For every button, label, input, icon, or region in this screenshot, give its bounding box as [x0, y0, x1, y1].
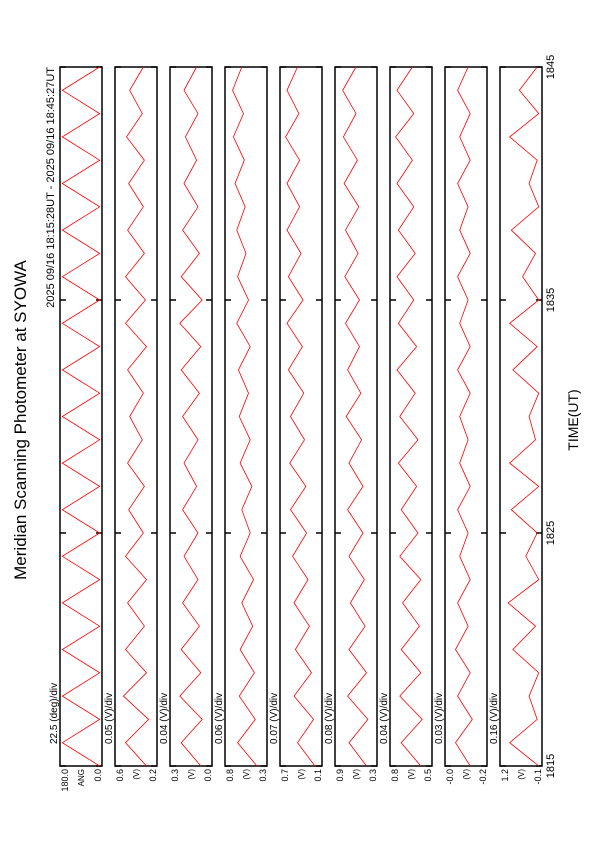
panel-frame	[169, 66, 213, 767]
signal-line	[455, 66, 473, 767]
y-tick-label: 0.9	[335, 769, 345, 782]
signal-line	[61, 66, 101, 767]
panel-frame	[59, 66, 103, 767]
signal-line	[232, 66, 258, 767]
panel-frame	[224, 66, 268, 767]
y-tick-label: -0.2	[478, 769, 488, 785]
panel-frame	[114, 66, 158, 767]
y-tick-label: 0.3	[170, 769, 180, 782]
y-tick-label: 0.2	[148, 769, 158, 782]
y-tick-label: 0.7	[280, 769, 290, 782]
y-axis-label: (V)	[517, 769, 526, 780]
scale-label: 0.04 (V)/div	[159, 693, 170, 744]
y-axis-label: (V)	[407, 769, 416, 780]
signal-line	[507, 66, 540, 767]
y-tick-label: 0.0	[93, 769, 103, 782]
y-axis-label: (V)	[352, 769, 361, 780]
panel-frame	[334, 66, 378, 767]
x-tick-label: 1825	[545, 521, 557, 545]
y-tick-label: 0.3	[368, 769, 378, 782]
x-axis-label: TIME(UT)	[565, 389, 581, 450]
y-tick-label: -0.0	[445, 769, 455, 785]
y-axis-label: (V)	[132, 769, 141, 780]
signal-line	[179, 66, 203, 767]
scale-label: 0.04 (V)/div	[379, 693, 390, 744]
y-tick-label: 0.8	[390, 769, 400, 782]
scale-label: 0.06 (V)/div	[214, 693, 225, 744]
y-tick-label: 0.3	[258, 769, 268, 782]
x-tick-label: 1815	[545, 754, 557, 778]
panel-frame	[279, 66, 323, 767]
y-tick-label: -0.1	[533, 769, 543, 785]
rotated-plot: Meridian Scanning Photometer at SYOWA 20…	[11, 55, 581, 792]
signal-line	[395, 66, 423, 767]
y-tick-label: 0.5	[423, 769, 433, 782]
y-axis-label: (V)	[242, 769, 251, 780]
x-tick-label: 1835	[545, 288, 557, 312]
scale-label: 0.08 (V)/div	[324, 693, 335, 744]
signal-line	[285, 66, 316, 767]
panel-frame	[444, 66, 488, 767]
panel-frame	[389, 66, 433, 767]
y-tick-label: 0.1	[313, 769, 323, 782]
y-axis-label: (V)	[187, 769, 196, 780]
scale-label: 22.5 (deg)/div	[49, 683, 60, 744]
chart-title: Meridian Scanning Photometer at SYOWA	[11, 260, 30, 580]
y-tick-label: 0.0	[203, 769, 213, 782]
y-tick-label: 0.6	[115, 769, 125, 782]
scale-label: 0.16 (V)/div	[489, 693, 500, 744]
y-axis-label: ANG	[77, 769, 86, 786]
subtitle: 2025 09/16 18:15:28UT - 2025 09/16 18:45…	[45, 67, 57, 308]
y-axis-label: (V)	[462, 769, 471, 780]
signal-line	[122, 66, 150, 767]
scale-label: 0.03 (V)/div	[434, 693, 445, 744]
signal-line	[342, 66, 369, 767]
panel-frame	[499, 66, 543, 767]
scale-label: 0.07 (V)/div	[269, 693, 280, 744]
y-tick-label: 1.2	[500, 769, 510, 782]
scale-label: 0.05 (V)/div	[104, 693, 115, 744]
y-axis-label: (V)	[297, 769, 306, 780]
x-tick-label: 1845	[545, 55, 557, 79]
y-tick-label: 0.8	[225, 769, 235, 782]
y-tick-label: 180.0	[60, 769, 70, 792]
